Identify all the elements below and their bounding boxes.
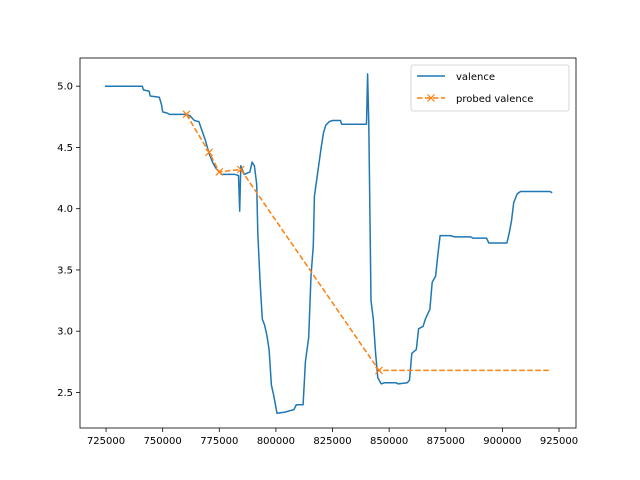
probe-marker (236, 165, 245, 174)
legend: valence probed valence (410, 64, 570, 112)
x-tick-label: 825000 (313, 436, 351, 447)
y-axis: 2.5 3.0 3.5 4.0 4.5 5.0 (57, 82, 80, 399)
x-tick-label: 725000 (87, 436, 125, 447)
legend-x-marker (427, 94, 435, 102)
legend-marker-probed-valence (427, 94, 435, 102)
legend-label-probed-valence: probed valence (456, 94, 533, 105)
y-tick-label: 3.5 (57, 265, 73, 276)
series-line-valence (104, 73, 553, 415)
probe-marker (182, 110, 191, 119)
series-layer (104, 73, 553, 415)
series-line-probed-valence (185, 114, 550, 372)
x-tick-label: 850000 (370, 436, 408, 447)
x-tick-label: 900000 (483, 436, 521, 447)
y-tick-label: 4.5 (57, 143, 73, 154)
x-tick-label: 875000 (427, 436, 465, 447)
x-tick-label: 925000 (540, 436, 578, 447)
x-axis: 725000 750000 775000 800000 825000 850000 8750… (87, 428, 578, 447)
y-tick-label: 3.0 (57, 327, 73, 338)
plot-area (104, 73, 553, 415)
legend-label-valence: valence (456, 72, 495, 83)
x-tick-label: 750000 (144, 436, 182, 447)
probe-marker (375, 366, 383, 375)
probe-marker (205, 148, 214, 157)
y-tick-label: 4.0 (57, 204, 73, 215)
x-tick-label: 800000 (257, 436, 295, 447)
x-tick-label: 775000 (200, 436, 238, 447)
probe-marker (215, 168, 224, 176)
legend-box (410, 64, 570, 112)
axes-frame (79, 57, 577, 429)
y-tick-label: 5.0 (57, 82, 73, 93)
y-tick-label: 2.5 (57, 388, 73, 399)
